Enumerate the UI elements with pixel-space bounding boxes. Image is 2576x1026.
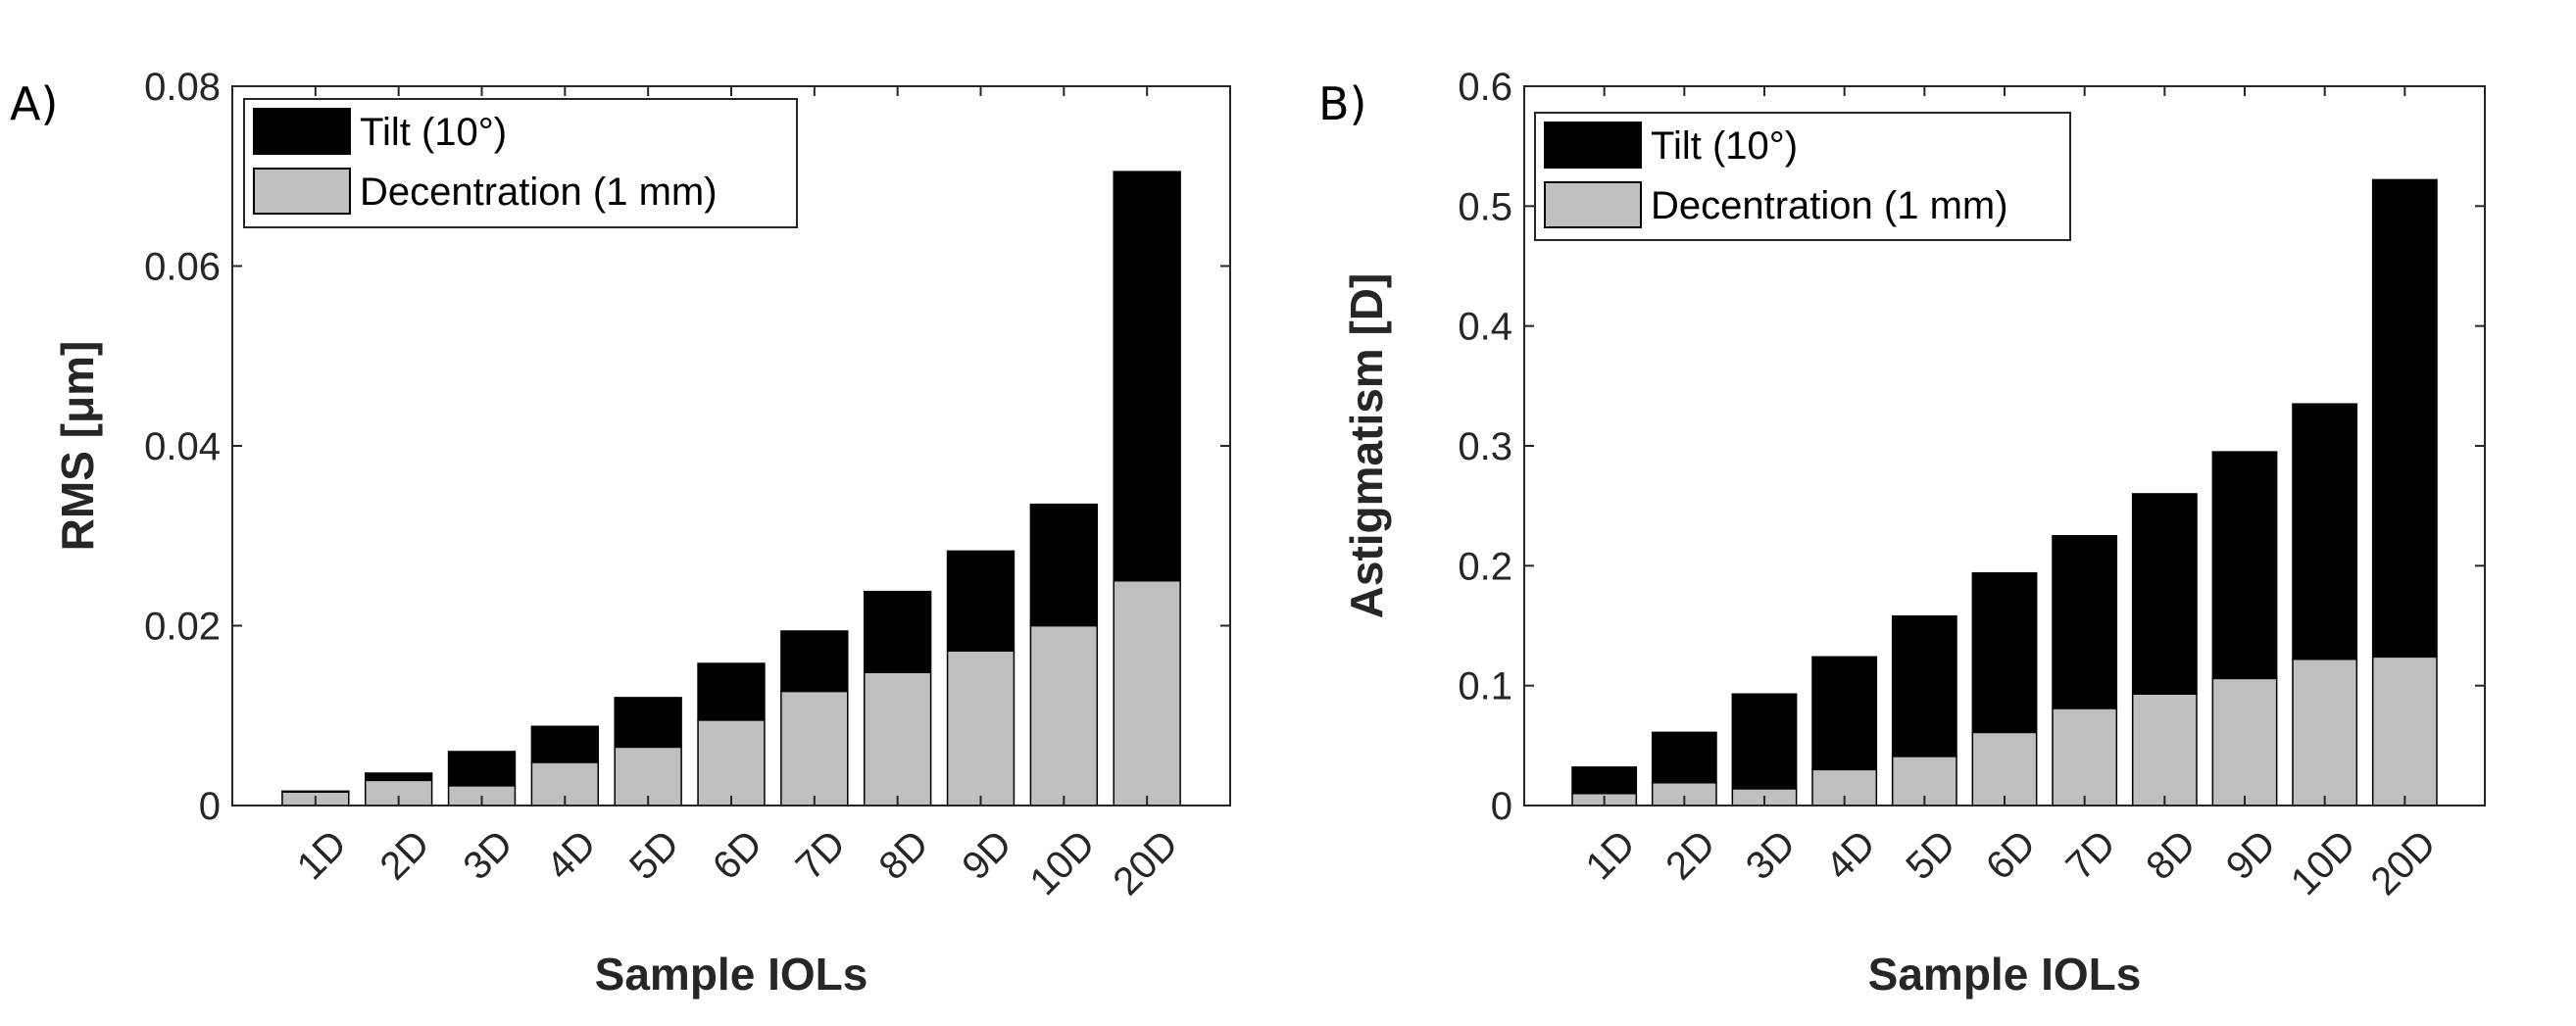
bar-tilt-7D [780,630,849,693]
y-tick-label: 0.06 [144,246,221,289]
x-tick-label: 9D [954,822,1019,888]
bar-tilt-2D [1651,731,1717,784]
x-tick-label: 20D [2362,822,2444,904]
bar-tilt-10D [2292,403,2358,660]
legend-label-decentration: Decentration (1 mm) [360,171,718,214]
bar-tilt-4D [530,725,600,763]
panel-a: 0 0.02 0.04 0.06 0.08 1D 2D 3D 4D 5D 6D 7D 8D 9D 10D 20… [10,66,1231,1000]
x-tick-label: 8D [871,822,937,888]
legend-label-tilt: Tilt (10°) [1651,124,1798,168]
legend-swatch-tilt [253,108,351,155]
bar-tilt-20D [2371,178,2438,659]
legend-swatch-decentration [1544,181,1642,228]
bar-decentration-7D [780,690,849,806]
bar-decentration-20D [2371,656,2438,806]
bar-decentration-9D [946,650,1016,806]
bar-tilt-9D [946,550,1016,652]
bar-tilt-20D [1113,171,1181,582]
bar-decentration-8D [2131,693,2198,806]
x-tick-label: 7D [788,822,854,888]
x-tick-label: 8D [2138,822,2204,888]
legend-swatch-decentration [253,168,351,215]
x-tick-label: 4D [1818,822,1884,888]
bar-decentration-7D [2052,708,2118,806]
panel-label: B) [1318,77,1367,130]
bar-tilt-8D [2131,493,2198,695]
bar-tilt-9D [2211,451,2278,680]
x-tick-label: 5D [621,822,687,888]
y-axis-label: RMS [μm] [52,341,103,552]
x-tick-label: 10D [1021,822,1103,904]
bar-tilt-1D [1571,766,1638,795]
bar-tilt-10D [1029,503,1099,627]
x-tick-label: 9D [2218,822,2284,888]
y-tick-label: 0.6 [1458,66,1512,109]
bar-decentration-9D [2211,677,2278,806]
y-tick-label: 0.5 [1458,185,1512,228]
bar-tilt-1D [281,790,350,793]
y-tick-label: 0 [1491,785,1512,828]
x-tick-label: 5D [1898,822,1963,888]
bar-tilt-8D [863,590,932,673]
y-tick-label: 0.02 [144,606,221,649]
x-tick-label: 1D [1578,822,1644,888]
bar-tilt-6D [697,662,766,721]
y-axis-label: Astigmatism [D] [1341,273,1392,619]
y-tick-label: 0.04 [144,425,221,468]
x-tick-label: 2D [1658,822,1723,888]
x-axis-label: Sample IOLs [1868,949,2142,1000]
panel-label: A) [10,77,58,130]
bar-tilt-5D [614,697,682,749]
x-axis-label: Sample IOLs [595,949,868,1000]
bar-decentration-20D [1113,579,1181,806]
legend-label-tilt: Tilt (10°) [360,111,507,154]
panel-b: 0 0.1 0.2 0.3 0.4 0.5 0.6 1D 2D 3D 4D 5D 6D 7D 8D 9D10D… [1318,66,2486,1000]
x-tick-label: 7D [2058,822,2124,888]
bar-tilt-3D [1731,693,1798,790]
x-tick-label: 3D [455,822,520,888]
x-tick-label: 1D [289,822,355,888]
y-tick-label: 0.4 [1458,306,1512,349]
bar-decentration-8D [863,671,932,806]
x-tick-label: 6D [705,822,770,888]
y-tick-label: 0.08 [144,66,221,109]
bar-tilt-6D [1971,571,2038,734]
bar-decentration-6D [1971,731,2038,806]
x-tick-label: 20D [1105,822,1186,904]
x-tick-label: 4D [538,822,604,888]
x-tick-label: 10D [2283,822,2364,904]
bar-tilt-4D [1811,656,1878,771]
bar-tilt-2D [364,772,433,782]
bar-tilt-3D [447,751,517,787]
bar-tilt-5D [1891,614,1957,757]
y-tick-label: 0 [199,785,221,828]
bar-decentration-10D [1029,624,1099,806]
x-tick-label: 3D [1738,822,1804,888]
x-tick-label: 2D [372,822,438,888]
bar-tilt-7D [2052,535,2118,709]
y-tick-label: 0.2 [1458,545,1512,588]
legend-label-decentration: Decentration (1 mm) [1651,184,2008,227]
legend-swatch-tilt [1544,122,1642,169]
y-tick-label: 0.3 [1458,425,1512,468]
y-tick-label: 0.1 [1458,665,1512,708]
bar-decentration-10D [2292,659,2358,806]
bar-decentration-6D [697,719,766,806]
x-tick-label: 6D [1978,822,2044,888]
